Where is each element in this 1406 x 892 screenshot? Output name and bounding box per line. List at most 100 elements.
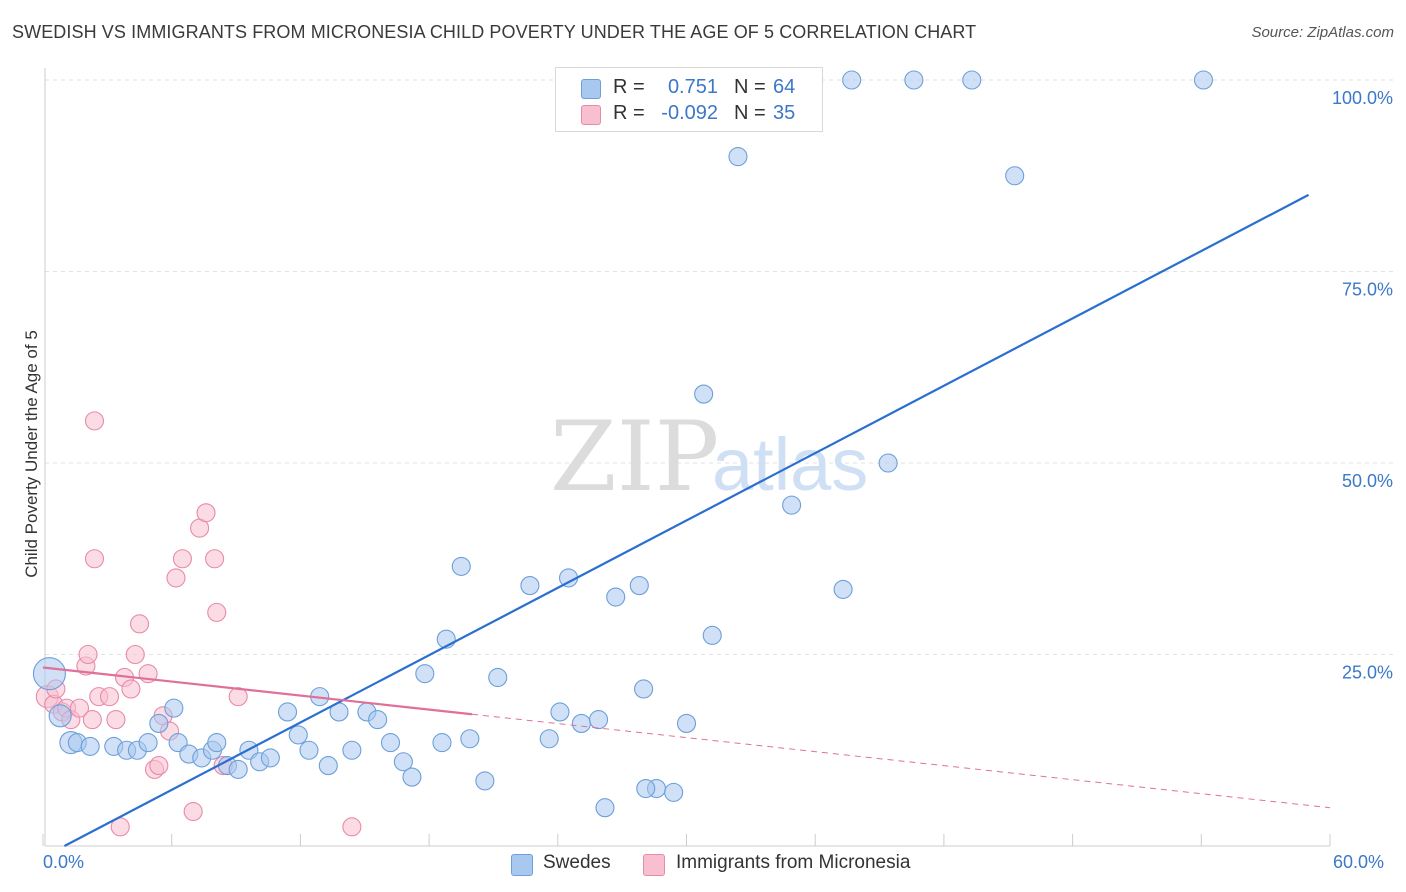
series-swedes-points [32, 70, 1213, 818]
micronesia-point-33 [228, 687, 248, 707]
swedes-point-47 [606, 587, 626, 607]
micronesia-point-9 [82, 710, 102, 730]
y-tick-label-75: 75.0% [1342, 280, 1393, 300]
swedes-point-45 [589, 710, 609, 730]
watermark-atlas: atlas [712, 423, 868, 506]
micronesia-point-31 [207, 602, 227, 622]
source-label: Source: ZipAtlas.com [1251, 24, 1394, 41]
swedes-point-44 [571, 713, 591, 733]
swedes-point-36 [451, 556, 471, 576]
swedes-point-46 [595, 798, 615, 818]
swedes-point-33 [415, 664, 435, 684]
swedes-point-1 [48, 704, 72, 728]
legend-n-value: 64 [773, 76, 796, 98]
swedes-point-61 [904, 70, 924, 90]
trend-line-micronesia [42, 666, 473, 716]
swedes-point-23 [299, 740, 319, 760]
swedes-point-60 [878, 453, 898, 473]
correlation-legend: R = 0.751 N = 64 R = -0.092 N = 35 [555, 67, 823, 132]
swedes-point-17 [228, 759, 248, 779]
swedes-point-55 [702, 625, 722, 645]
chart-title: SWEDISH VS IMMIGRANTS FROM MICRONESIA CH… [12, 22, 977, 42]
micronesia-point-26 [172, 549, 192, 569]
swedes-point-4 [80, 736, 100, 756]
swedes-point-8 [138, 733, 158, 753]
x-tick-left: 0.0% [43, 852, 85, 872]
swedes-point-29 [368, 710, 388, 730]
swedes-point-0 [32, 657, 66, 691]
micronesia-point-27 [183, 801, 203, 822]
legend-r-label: R = [613, 76, 645, 98]
micronesia-point-12 [84, 411, 105, 431]
legend-r-value: 0.751 [667, 76, 718, 98]
micronesia-point-29 [196, 503, 216, 523]
swedes-point-49 [634, 679, 654, 699]
bottom-legend-swatch-swedes [511, 854, 533, 876]
series-micronesia-points [35, 411, 362, 837]
legend-r-value: -0.092 [661, 102, 718, 124]
y-tick-label-25: 25.0% [1342, 663, 1393, 683]
swedes-point-37 [460, 729, 480, 749]
swedes-point-51 [664, 782, 684, 802]
swedes-point-22 [288, 725, 308, 745]
trend-lines [42, 193, 1331, 847]
swedes-point-30 [380, 733, 401, 753]
watermark: ZIP atlas [550, 401, 868, 513]
swedes-point-64 [1193, 70, 1213, 90]
bottom-legend-label-swedes: Swedes [543, 852, 611, 873]
legend-r-label: R = [613, 102, 645, 124]
micronesia-point-13 [99, 687, 120, 707]
swedes-point-63 [1005, 166, 1025, 186]
axes [42, 68, 1331, 847]
micronesia-point-11 [84, 549, 105, 569]
swedes-point-59 [833, 579, 853, 599]
micronesia-point-25 [166, 568, 186, 588]
swedes-point-25 [318, 756, 338, 776]
legend-swatch-swedes [581, 79, 601, 99]
micronesia-point-22 [149, 756, 169, 776]
grid-lines [45, 79, 1394, 655]
swedes-point-40 [520, 576, 540, 596]
swedes-point-20 [260, 748, 280, 768]
swedes-point-9 [149, 713, 169, 733]
swedes-point-56 [728, 147, 748, 167]
legend-n-label: N = [734, 76, 766, 98]
swedes-point-34 [432, 733, 452, 753]
micronesia-point-14 [106, 710, 126, 730]
legend-n-label: N = [734, 102, 766, 124]
watermark-zip: ZIP [550, 401, 719, 513]
swedes-point-39 [488, 667, 508, 688]
swedes-point-41 [539, 729, 559, 749]
swedes-point-10 [164, 698, 184, 718]
micronesia-point-19 [129, 614, 150, 634]
y-tick-label-50: 50.0% [1342, 471, 1393, 491]
micronesia-point-18 [125, 644, 145, 665]
swedes-point-42 [550, 702, 570, 722]
swedes-point-15 [207, 733, 227, 753]
trend-line-micronesia-extension [471, 713, 1331, 809]
micronesia-point-6 [69, 698, 90, 718]
swedes-point-38 [475, 771, 495, 791]
y-tick-labels: 25.0% 50.0% 75.0% 100.0% [1332, 88, 1393, 683]
swedes-point-62 [962, 70, 982, 90]
y-tick-label-100: 100.0% [1332, 88, 1393, 108]
micronesia-point-8 [78, 644, 98, 665]
swedes-point-57 [782, 495, 802, 515]
micronesia-point-17 [121, 679, 141, 699]
y-axis-label: Child Poverty Under the Age of 5 [22, 330, 41, 578]
legend-swatch-micronesia [581, 105, 601, 125]
legend-n-value: 35 [773, 102, 796, 124]
micronesia-point-30 [205, 549, 225, 569]
swedes-point-54 [694, 384, 714, 404]
swedes-point-32 [402, 767, 422, 787]
swedes-point-58 [842, 70, 862, 90]
bottom-legend-label-micronesia: Immigrants from Micronesia [676, 852, 911, 873]
swedes-point-31 [393, 752, 413, 772]
swedes-point-52 [636, 778, 656, 799]
micronesia-point-34 [342, 817, 362, 837]
swedes-point-27 [342, 740, 362, 760]
bottom-legend-swatch-micronesia [643, 854, 665, 876]
x-tick-right: 60.0% [1333, 852, 1385, 872]
swedes-point-53 [676, 713, 697, 733]
